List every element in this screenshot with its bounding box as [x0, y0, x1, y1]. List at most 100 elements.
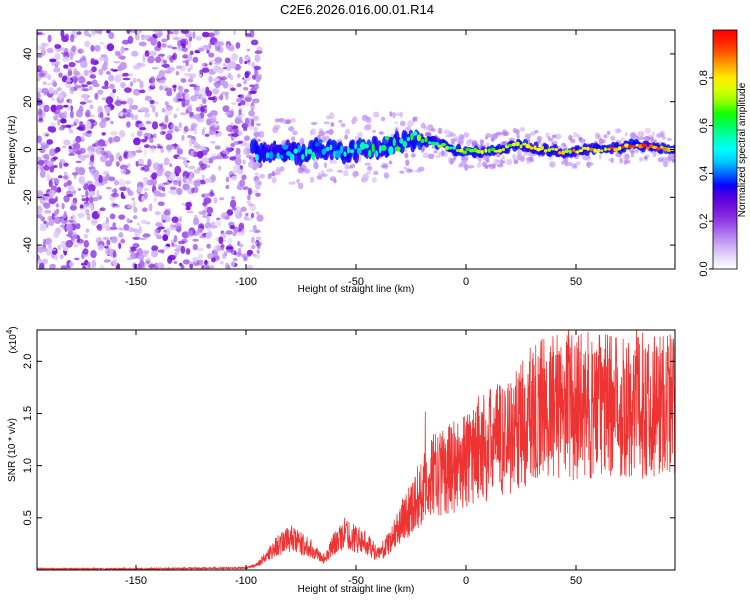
signal-halo [245, 117, 253, 122]
noise-speckle [120, 81, 126, 89]
noise-speckle [132, 236, 141, 240]
noise-speckle [112, 258, 118, 267]
noise-speckle [86, 213, 91, 221]
signal-halo [272, 126, 279, 134]
noise-speckle [126, 121, 131, 128]
signal-blob [617, 146, 622, 151]
noise-speckle [37, 87, 43, 93]
signal-blob [484, 148, 488, 153]
noise-speckle [173, 84, 177, 93]
noise-speckle [120, 46, 125, 54]
signal-blob [462, 150, 468, 155]
noise-speckle [170, 190, 178, 195]
noise-speckle [212, 78, 219, 82]
signal-blob [265, 152, 270, 159]
signal-blob [493, 149, 500, 153]
noise-speckle [95, 237, 102, 245]
noise-speckle [49, 126, 57, 133]
noise-speckle [106, 71, 111, 75]
signal-blob [394, 146, 401, 152]
noise-speckle [98, 68, 104, 76]
noise-speckle [126, 112, 132, 118]
noise-speckle [200, 162, 207, 170]
noise-speckle [120, 168, 127, 175]
noise-speckle [239, 57, 244, 65]
noise-speckle [246, 48, 251, 52]
signal-blob [476, 149, 482, 154]
noise-speckle [63, 195, 70, 203]
noise-speckle [69, 204, 77, 211]
noise-speckle [166, 130, 174, 134]
snr-x-tick-label: -100 [235, 575, 257, 587]
noise-speckle [209, 189, 214, 197]
noise-speckle [47, 160, 54, 167]
noise-speckle [63, 104, 69, 108]
noise-speckle [254, 54, 261, 63]
signal-halo [271, 170, 275, 177]
signal-blob [343, 151, 347, 157]
noise-speckle [163, 246, 170, 251]
noise-speckle [88, 86, 93, 91]
noise-speckle [212, 88, 220, 95]
noise-speckle [93, 174, 99, 181]
noise-speckle [150, 83, 155, 88]
noise-speckle [68, 261, 74, 268]
noise-speckle [67, 185, 75, 191]
noise-speckle [173, 235, 178, 243]
noise-speckle [103, 259, 112, 263]
noise-speckle [37, 54, 43, 58]
noise-speckle [127, 153, 135, 159]
noise-speckle [171, 242, 175, 247]
spectrogram-y-tick-label: 0 [22, 146, 34, 152]
noise-speckle [77, 188, 82, 191]
signal-blob [359, 141, 366, 151]
noise-speckle [189, 111, 194, 118]
spectrogram-y-label: Frequency (Hz) [7, 116, 18, 185]
noise-speckle [190, 122, 198, 127]
noise-speckle [180, 245, 186, 254]
noise-speckle [133, 207, 138, 213]
noise-speckle [256, 249, 260, 254]
noise-speckle [90, 44, 95, 52]
colorbar-tick-label: 0.2 [698, 214, 710, 229]
noise-speckle [221, 155, 229, 160]
signal-halo [479, 139, 485, 145]
signal-halo [485, 142, 490, 147]
signal-halo [323, 121, 330, 125]
noise-speckle [240, 93, 244, 100]
signal-halo [471, 140, 478, 146]
noise-speckle [201, 174, 206, 180]
snr-x-axis: -150 -100 -50 0 50 [125, 330, 582, 587]
noise-speckle [135, 30, 141, 35]
noise-speckle [144, 95, 152, 102]
signal-blob [578, 149, 584, 153]
signal-halo [328, 128, 334, 136]
noise-speckle [67, 67, 73, 72]
signal-blob [490, 147, 496, 152]
noise-speckle [81, 55, 86, 62]
noise-speckle [192, 141, 199, 147]
signal-halo [672, 158, 675, 163]
noise-speckle [126, 217, 131, 224]
noise-speckle [99, 111, 104, 119]
signal-blob [321, 148, 327, 155]
signal-blob [420, 138, 425, 144]
signal-halo [486, 164, 492, 168]
signal-halo [438, 151, 443, 157]
signal-halo [271, 176, 277, 184]
noise-speckle [244, 60, 248, 65]
noise-speckle [233, 127, 239, 135]
noise-speckle [89, 204, 93, 209]
noise-speckle [103, 150, 112, 158]
signal-halo [526, 160, 531, 165]
noise-speckle [201, 87, 206, 94]
signal-blob [380, 145, 387, 151]
noise-speckle [200, 105, 205, 113]
noise-speckle [192, 238, 199, 242]
signal-halo [310, 121, 318, 126]
signal-halo [292, 130, 298, 136]
signal-halo [598, 138, 604, 145]
signal-blob [607, 147, 611, 151]
noise-speckle [158, 79, 166, 85]
noise-speckle [127, 205, 133, 209]
